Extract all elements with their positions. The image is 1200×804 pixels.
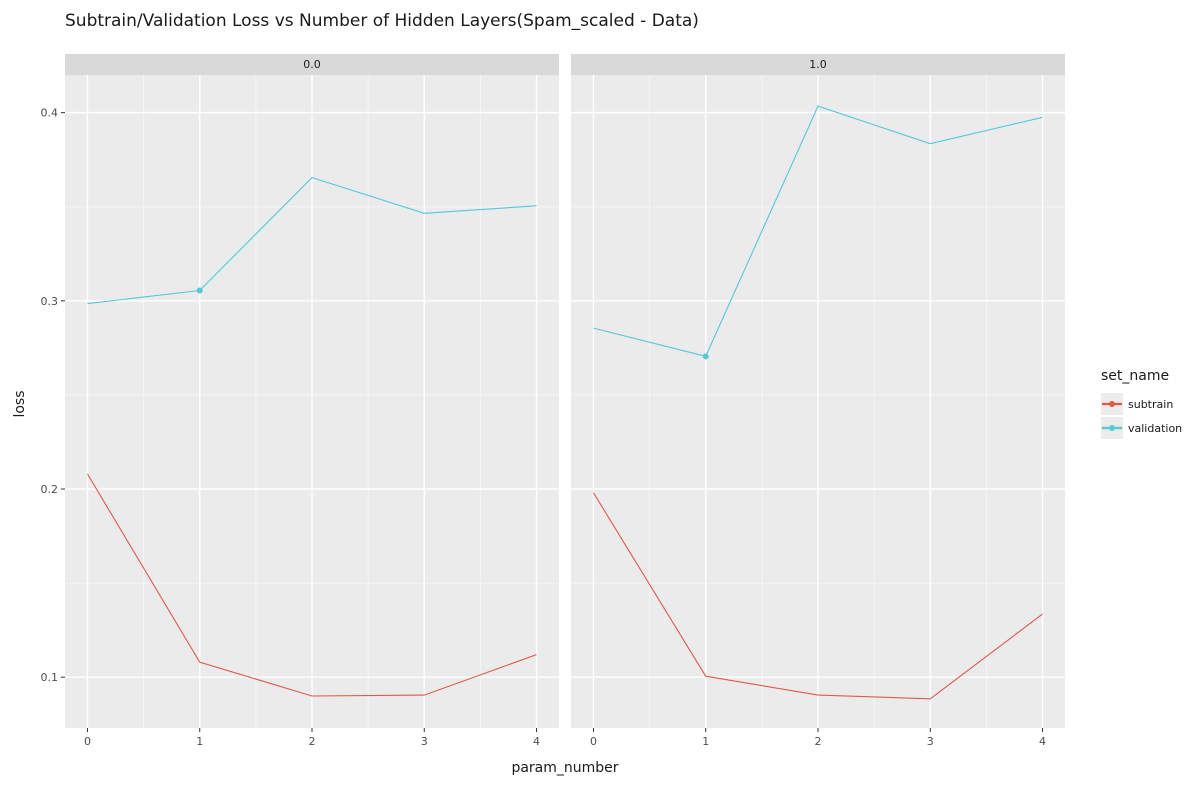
x-tick-label: 2 xyxy=(309,735,316,748)
x-tick-label: 2 xyxy=(815,735,822,748)
legend-label-subtrain: subtrain xyxy=(1128,398,1173,411)
series-line-validation xyxy=(593,105,1043,357)
x-tick-label: 0 xyxy=(590,735,597,748)
y-tick-label: 0.4 xyxy=(41,107,59,120)
x-tick-label: 1 xyxy=(196,735,203,748)
series-line-subtrain xyxy=(87,473,537,697)
y-tick-label: 0.2 xyxy=(41,483,59,496)
legend-title: set_name xyxy=(1101,368,1169,384)
y-axis-label: loss xyxy=(12,390,28,417)
x-tick-label: 3 xyxy=(421,735,428,748)
x-tick-label: 4 xyxy=(533,735,540,748)
x-tick-label: 4 xyxy=(1039,735,1046,748)
facet-strip xyxy=(571,54,1065,75)
facet-strip-label: 0.0 xyxy=(303,58,321,71)
legend-label-validation: validation xyxy=(1128,422,1182,435)
point-marker-validation xyxy=(196,287,203,294)
x-tick-label: 3 xyxy=(927,735,934,748)
legend-key-point xyxy=(1109,401,1115,407)
legend-key-point xyxy=(1109,425,1115,431)
point-marker-validation xyxy=(702,353,709,360)
facet-panels: 0.0 0 1 2 3 4 0.1 0.2 0.3 0.4 1.0 0 1 2 3 4 xyxy=(41,54,1065,748)
series-line-validation xyxy=(87,176,537,305)
y-tick-label: 0.3 xyxy=(41,295,59,308)
facet-panel-1-0: 1.0 0 1 2 3 4 xyxy=(571,54,1065,748)
legend-entries: subtrain validation xyxy=(1101,393,1182,439)
facet-panel-0-0: 0.0 0 1 2 3 4 0.1 0.2 0.3 0.4 xyxy=(41,54,559,748)
x-tick-label: 0 xyxy=(84,735,91,748)
facet-strip xyxy=(65,54,559,75)
legend: set_name subtrain validation xyxy=(1101,368,1182,439)
x-tick-label: 1 xyxy=(702,735,709,748)
facet-strip-label: 1.0 xyxy=(809,58,827,71)
chart-title: Subtrain/Validation Loss vs Number of Hi… xyxy=(65,11,699,31)
series-line-subtrain xyxy=(593,492,1043,700)
y-tick-label: 0.1 xyxy=(41,671,59,684)
x-axis-label: param_number xyxy=(511,760,618,776)
